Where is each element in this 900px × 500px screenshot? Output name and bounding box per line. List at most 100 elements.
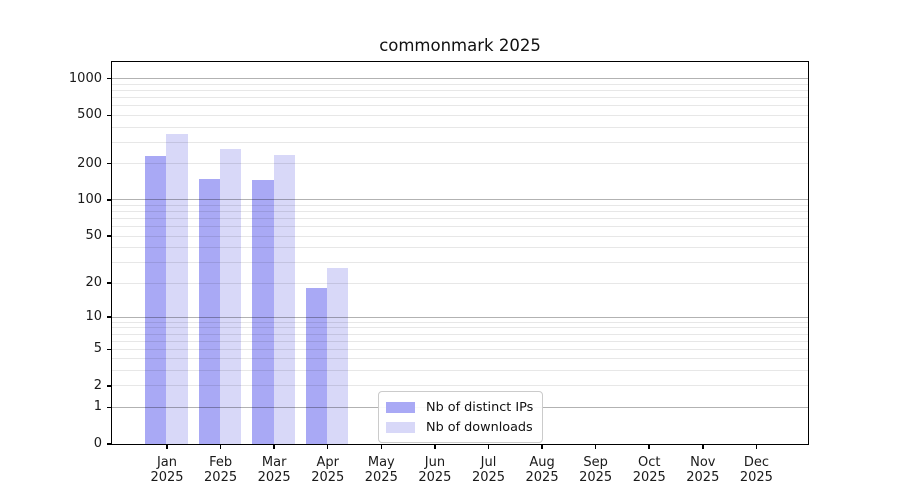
month-label: Feb	[209, 455, 233, 470]
x-tick-mark	[594, 444, 597, 449]
minor-gridline	[112, 105, 808, 107]
x-tick-label-may: May 2025	[346, 455, 416, 485]
y-tick-mark	[107, 282, 112, 284]
minor-gridline	[112, 235, 808, 237]
month-label: Dec	[743, 455, 769, 470]
major-gridline	[112, 199, 808, 201]
year-label: 2025	[257, 469, 291, 485]
x-tick-label-dec: Dec 2025	[721, 455, 791, 485]
year-label: 2025	[739, 469, 773, 485]
y-tick-mark	[107, 162, 112, 165]
major-gridline	[112, 316, 808, 318]
year-label: 2025	[686, 469, 720, 485]
month-label: May	[367, 455, 395, 470]
legend-label: Nb of distinct IPs	[426, 399, 534, 415]
minor-gridline	[112, 204, 808, 206]
x-tick-mark	[166, 444, 168, 449]
minor-gridline	[112, 327, 808, 329]
year-label: 2025	[471, 469, 506, 485]
x-tick-mark	[487, 444, 490, 449]
minor-gridline	[112, 340, 808, 342]
x-tick-mark	[702, 444, 704, 449]
minor-gridline	[112, 348, 808, 350]
x-tick-label-jun: Jun 2025	[400, 455, 470, 485]
minor-gridline	[112, 370, 808, 372]
month-label: Apr	[316, 455, 339, 470]
y-tick-mark	[107, 443, 112, 445]
x-tick-label-oct: Oct 2025	[614, 455, 684, 485]
bar-distinct-ips-apr	[305, 288, 328, 444]
y-tick-label: 20	[85, 275, 102, 291]
bar-downloads-feb	[219, 148, 242, 444]
x-tick-label-feb: Feb 2025	[186, 455, 256, 485]
year-label: 2025	[418, 469, 452, 485]
y-tick-label: 1	[93, 399, 102, 415]
y-tick-label: 5	[93, 341, 102, 357]
month-label: Oct	[637, 455, 661, 470]
minor-gridline	[112, 163, 808, 165]
y-tick-label: 200	[77, 155, 102, 171]
minor-gridline	[112, 218, 808, 220]
bar-downloads-apr	[327, 267, 349, 444]
y-tick-mark	[107, 406, 112, 409]
y-tick-label: 2	[93, 377, 102, 393]
minor-gridline	[112, 385, 808, 387]
year-label: 2025	[632, 469, 666, 485]
y-tick-label: 500	[77, 107, 102, 123]
y-tick-mark	[107, 385, 112, 387]
minor-gridline	[112, 83, 808, 85]
y-tick-label: 1000	[68, 70, 102, 86]
minor-gridline	[112, 226, 808, 228]
year-label: 2025	[579, 469, 613, 485]
y-tick-label: 0	[93, 436, 102, 451]
major-gridline	[112, 78, 808, 80]
x-tick-mark	[541, 444, 543, 449]
legend-item: Nb of downloads	[386, 417, 533, 437]
month-label: Jul	[480, 455, 497, 470]
chart-title: commonmark 2025	[379, 36, 541, 55]
plot-area: 0 1 2 5 10 20 50 100 200 500 1000 Jan 2025 Feb 2025 Mar…	[69, 61, 809, 484]
y-tick-mark	[107, 199, 112, 201]
x-tick-mark	[434, 444, 436, 449]
y-tick-label: 100	[77, 191, 102, 207]
legend: Nb of distinct IPs Nb of downloads	[378, 391, 544, 443]
minor-gridline	[112, 261, 808, 263]
y-tick-mark	[107, 348, 112, 350]
x-tick-label-nov: Nov 2025	[668, 455, 738, 485]
minor-gridline	[112, 141, 808, 143]
x-tick-label-apr: Apr 2025	[293, 455, 363, 485]
minor-gridline	[112, 211, 808, 213]
month-label: Jan	[156, 455, 178, 470]
minor-gridline	[112, 321, 808, 323]
month-label: Mar	[261, 455, 287, 470]
x-tick-mark	[326, 444, 329, 449]
minor-gridline	[112, 97, 808, 99]
x-tick-label-jan: Jan 2025	[132, 455, 202, 485]
legend-item: Nb of distinct IPs	[386, 397, 533, 417]
bar-downloads-mar	[273, 154, 295, 444]
year-label: 2025	[364, 469, 398, 485]
y-tick-label: 50	[85, 228, 102, 244]
y-tick-mark	[107, 77, 112, 80]
legend-label: Nb of downloads	[426, 419, 533, 435]
month-label: Aug	[529, 455, 555, 470]
y-tick-mark	[107, 235, 112, 237]
bar-downloads-jan	[166, 133, 188, 444]
x-tick-mark	[648, 444, 650, 449]
legend-swatch-icon	[386, 401, 415, 413]
minor-gridline	[112, 333, 808, 335]
y-tick-mark	[107, 114, 112, 117]
minor-gridline	[112, 126, 808, 128]
minor-gridline	[112, 282, 808, 284]
minor-gridline	[112, 358, 808, 360]
month-label: Nov	[690, 455, 716, 470]
month-label: Sep	[583, 455, 608, 470]
x-tick-label-sep: Sep 2025	[561, 455, 631, 485]
minor-gridline	[112, 247, 808, 249]
minor-gridline	[112, 89, 808, 91]
year-label: 2025	[311, 469, 345, 485]
x-tick-label-aug: Aug 2025	[507, 455, 577, 485]
year-label: 2025	[204, 469, 238, 485]
x-tick-mark	[273, 444, 275, 449]
